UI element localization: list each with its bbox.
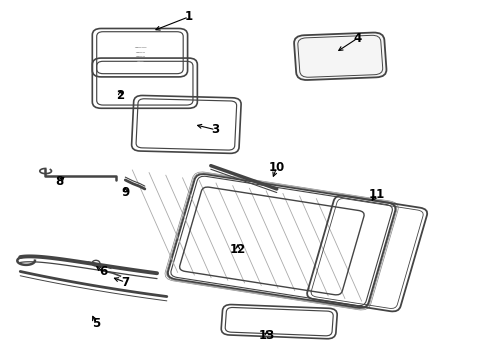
Text: ────: ──── (135, 55, 145, 59)
Text: 13: 13 (259, 329, 275, 342)
Text: 5: 5 (92, 317, 100, 330)
Text: 6: 6 (99, 265, 107, 278)
Text: 8: 8 (55, 175, 63, 188)
Text: 12: 12 (229, 243, 246, 256)
Text: ─────: ───── (134, 46, 146, 50)
Text: 10: 10 (269, 161, 285, 174)
Text: 11: 11 (369, 188, 385, 201)
Text: ────: ──── (135, 51, 145, 55)
Text: 3: 3 (212, 123, 220, 136)
Text: ───: ─── (136, 60, 144, 64)
FancyBboxPatch shape (294, 32, 387, 80)
Text: 9: 9 (121, 186, 129, 199)
Text: 7: 7 (121, 276, 129, 289)
Text: 4: 4 (353, 32, 362, 45)
Text: 2: 2 (116, 89, 124, 102)
Text: 1: 1 (185, 10, 193, 23)
